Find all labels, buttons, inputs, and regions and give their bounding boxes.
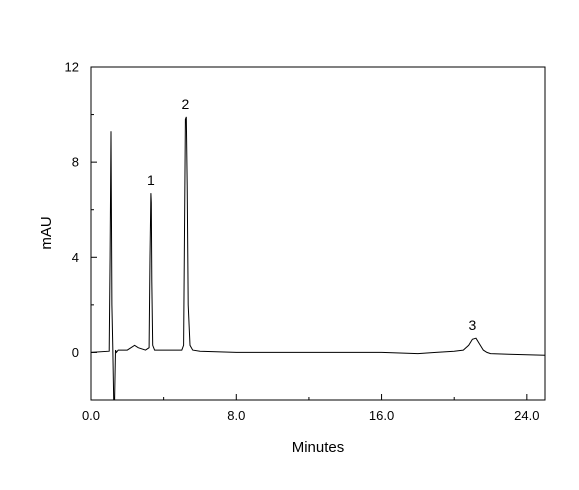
peak-label: 2 — [182, 96, 190, 112]
chromatogram-line — [90, 116, 546, 401]
x-tick-label: 24.0 — [514, 408, 539, 423]
axis-ticks — [90, 66, 528, 400]
y-tick-label: 0 — [72, 345, 79, 360]
peak-annotations: 1 2 3 — [147, 96, 476, 333]
y-axis-label: mAU — [38, 216, 55, 249]
x-tick-label: 0.0 — [82, 408, 100, 423]
plot-frame — [90, 66, 546, 401]
y-tick-label: 12 — [65, 60, 79, 75]
x-axis-label: Minutes — [292, 439, 345, 456]
peak-label: 1 — [147, 172, 155, 188]
x-tick-label: 8.0 — [227, 408, 245, 423]
y-tick-label: 8 — [72, 155, 79, 170]
x-tick-label: 16.0 — [369, 408, 394, 423]
y-tick-label: 4 — [72, 250, 79, 265]
peak-label: 3 — [468, 317, 476, 333]
